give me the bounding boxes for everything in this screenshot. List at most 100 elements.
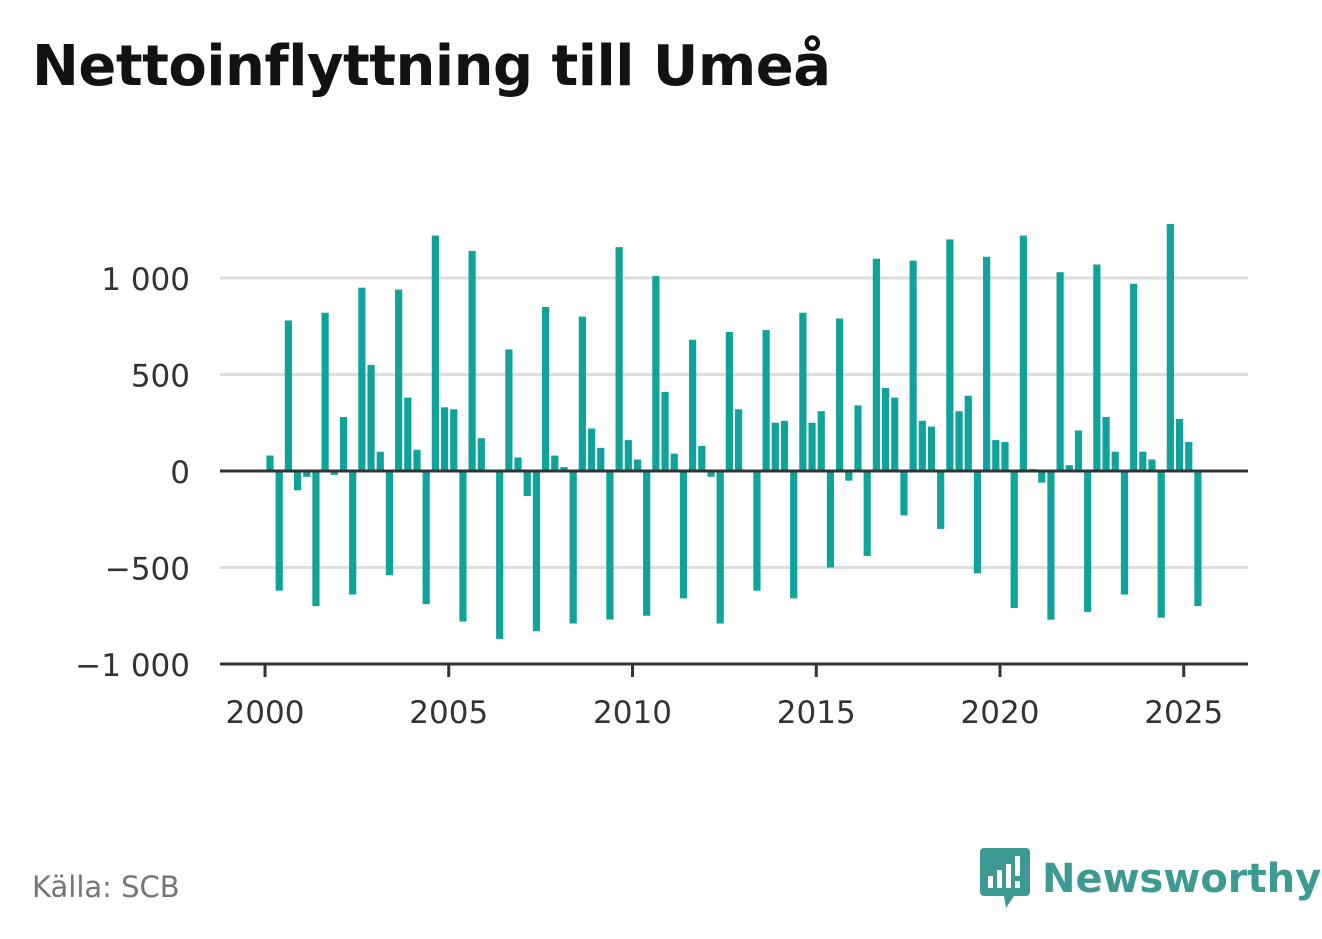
axes: [220, 469, 1248, 677]
bar: [946, 239, 954, 471]
y-tick-label: −1 000: [75, 648, 190, 684]
bar: [440, 407, 449, 471]
bar: [652, 276, 660, 471]
bar: [1194, 471, 1202, 607]
bar: [496, 471, 504, 639]
bar: [569, 471, 577, 624]
bar: [597, 447, 605, 471]
bar: [771, 422, 779, 471]
x-tick-label: 2005: [409, 695, 488, 731]
bar: [422, 471, 430, 605]
bar: [826, 471, 835, 568]
newsworthy-logo: Newsworthy: [980, 848, 1321, 910]
bar: [955, 411, 963, 471]
bar: [808, 422, 816, 471]
y-tick-label: −500: [105, 552, 190, 588]
bar: [505, 349, 513, 471]
bar: [1102, 416, 1110, 471]
bar: [450, 409, 458, 471]
bar: [964, 395, 972, 471]
bar: [395, 289, 403, 471]
bar: [367, 364, 375, 471]
x-tick-label: 2025: [1144, 695, 1223, 731]
bar: [854, 405, 862, 471]
bar: [1111, 451, 1119, 471]
bar: [266, 455, 274, 471]
bar: [1130, 283, 1138, 471]
bar: [900, 471, 908, 516]
x-axis-labels: 2000 2005 2010 2015 2020 2025: [226, 695, 1224, 731]
bar: [863, 471, 871, 556]
bar: [790, 471, 798, 599]
bar: [532, 471, 541, 632]
bar: [303, 471, 311, 477]
bar: [385, 471, 394, 576]
bar: [275, 471, 283, 591]
bars: [266, 223, 1202, 639]
y-tick-label: 500: [131, 359, 190, 395]
bar: [293, 471, 302, 491]
bar: [918, 420, 926, 471]
bar: [845, 471, 853, 481]
bar: [339, 416, 348, 471]
bar: [560, 467, 568, 471]
bar: [698, 445, 706, 471]
bar: [716, 471, 724, 624]
bar: [551, 455, 559, 471]
bar: [1148, 459, 1156, 471]
bar: [404, 397, 412, 471]
bar: [358, 287, 366, 471]
bar: [799, 312, 807, 471]
bar: [909, 260, 917, 471]
bar: [459, 471, 467, 622]
bar: [992, 440, 1000, 471]
chart-title: Nettoinflyttning till Umeå: [32, 34, 831, 99]
x-tick-label: 2020: [961, 695, 1040, 731]
brand-name: Newsworthy: [1042, 856, 1322, 902]
bar: [1093, 264, 1101, 471]
bar: [578, 316, 586, 471]
bar: [670, 453, 678, 471]
bar-chart: −1 000 −500 0 500 1 000 2000 2005 2010 2015 2020…: [75, 223, 1248, 731]
bar: [376, 451, 384, 471]
y-tick-label: 1 000: [101, 262, 190, 298]
bar: [615, 247, 623, 471]
bar: [1157, 471, 1165, 618]
bar: [753, 471, 761, 591]
y-tick-label: 0: [170, 455, 190, 491]
bar: [477, 438, 485, 471]
bar: [1139, 451, 1147, 471]
bar: [927, 426, 936, 471]
bar: [937, 471, 945, 529]
bar: [881, 388, 890, 471]
bar: [542, 306, 550, 471]
bar: [514, 457, 522, 471]
x-tick-label: 2000: [226, 695, 305, 731]
bar: [523, 471, 531, 497]
x-tick-label: 2015: [777, 695, 856, 731]
bar: [973, 471, 982, 574]
source-note: Källa: SCB: [32, 870, 180, 904]
bar: [468, 250, 476, 471]
bar: [817, 411, 825, 471]
bar: [983, 256, 991, 471]
bar: [330, 471, 338, 475]
bar: [1056, 272, 1064, 471]
bar: [836, 318, 844, 471]
bar: [679, 471, 688, 599]
bar: [606, 471, 614, 620]
y-axis-labels: −1 000 −500 0 500 1 000: [75, 262, 190, 684]
bar: [734, 409, 743, 471]
bar: [1001, 442, 1009, 471]
bar: [1084, 471, 1092, 612]
bar: [1120, 471, 1129, 595]
bar: [284, 320, 292, 471]
bar: [587, 428, 596, 471]
bar: [1047, 471, 1055, 620]
bar: [321, 312, 329, 471]
bar: [1185, 442, 1193, 471]
bar: [349, 471, 357, 595]
bar: [661, 391, 669, 471]
x-tick-label: 2010: [593, 695, 672, 731]
bar: [1010, 471, 1018, 609]
